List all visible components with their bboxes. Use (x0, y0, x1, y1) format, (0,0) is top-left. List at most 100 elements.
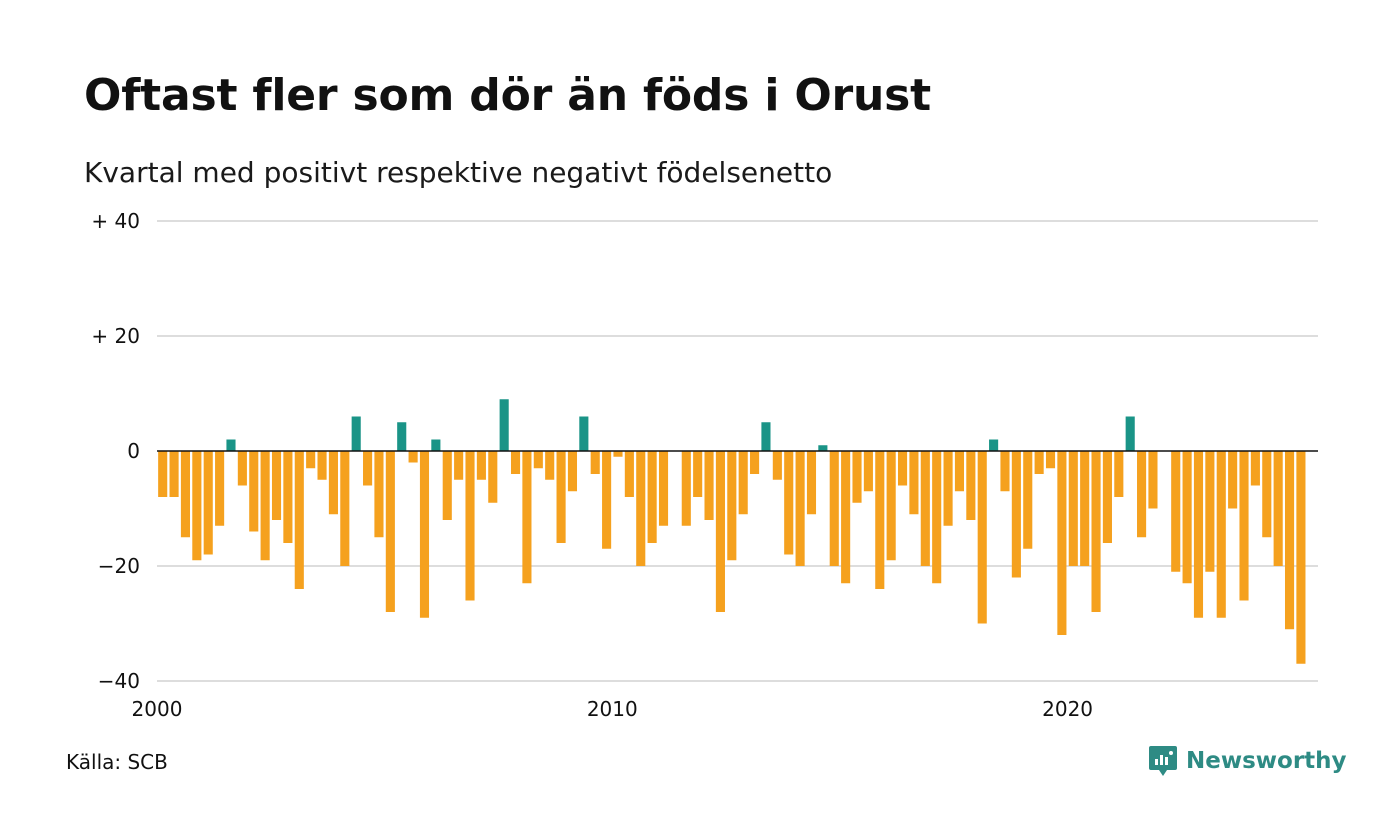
bar (932, 451, 942, 584)
bar (1193, 451, 1204, 618)
bar (1262, 451, 1272, 538)
y-tick-label: + 20 (91, 324, 140, 348)
bar (237, 451, 247, 486)
bar (886, 451, 896, 561)
bar (636, 451, 646, 566)
bar (829, 451, 839, 566)
bar (658, 451, 669, 526)
bar (1080, 451, 1090, 566)
bar (943, 451, 953, 526)
bar (499, 399, 509, 451)
source-note: Källa: SCB (66, 750, 168, 774)
bar (1182, 451, 1192, 584)
bar (1284, 451, 1295, 630)
y-axis-ticks: + 40 + 20 0 −20 −40 (91, 209, 140, 693)
bar (1102, 451, 1112, 543)
newsworthy-logo-icon (1149, 746, 1177, 776)
bar (693, 451, 703, 497)
bar (761, 422, 771, 451)
bar (806, 451, 817, 515)
gridlines (157, 220, 1318, 682)
bar (1296, 451, 1306, 664)
bar (385, 451, 395, 612)
bar (488, 451, 498, 503)
bar (454, 451, 464, 480)
brand-logo: Newsworthy (1148, 744, 1347, 778)
bar (397, 422, 407, 451)
y-tick-label: −20 (98, 554, 140, 578)
bar (784, 451, 794, 555)
bar (545, 451, 555, 480)
bar (613, 451, 623, 457)
bar (920, 451, 930, 566)
bar (1011, 451, 1021, 578)
bar (374, 451, 384, 538)
bar (704, 451, 714, 520)
bar (1057, 451, 1067, 635)
bar (579, 416, 589, 451)
bar (203, 451, 213, 555)
bar (1034, 451, 1044, 474)
y-tick-label: 0 (127, 439, 140, 463)
bar (419, 451, 430, 618)
bar (1091, 451, 1101, 612)
bar (772, 451, 782, 480)
bar (1114, 451, 1124, 497)
bar (1205, 451, 1215, 572)
bar (1125, 416, 1135, 451)
bar (1148, 451, 1158, 509)
bar (363, 451, 373, 486)
bar (875, 451, 885, 589)
bar (522, 451, 532, 584)
x-tick-label: 2000 (132, 697, 183, 721)
chart-subtitle: Kvartal med positivt respektive negativt… (84, 156, 833, 189)
x-axis-ticks: 2000 2010 2020 (132, 697, 1093, 721)
bar (1137, 451, 1147, 538)
bar (1068, 451, 1078, 566)
bar (750, 451, 760, 474)
bar (1000, 451, 1010, 492)
bar (681, 451, 691, 526)
bar (989, 439, 999, 451)
bar (283, 451, 293, 543)
bar (408, 451, 418, 463)
bar (431, 439, 441, 451)
bar (169, 451, 179, 497)
bar (977, 451, 987, 624)
bar (966, 451, 976, 520)
bar (510, 451, 521, 474)
bar (249, 451, 259, 532)
bar (567, 451, 578, 492)
bar (442, 451, 452, 520)
bar (271, 451, 282, 520)
bar (715, 451, 725, 612)
bar (590, 451, 600, 474)
brand-name: Newsworthy (1186, 748, 1347, 774)
bar (465, 451, 475, 601)
chart-title: Oftast fler som dör än föds i Orust (84, 70, 931, 121)
bar (1239, 451, 1249, 601)
bar (841, 451, 851, 584)
y-tick-label: −40 (98, 669, 140, 693)
bar (954, 451, 965, 492)
bar (795, 451, 805, 566)
bar (1216, 451, 1226, 618)
bar (897, 451, 908, 486)
bar (192, 451, 202, 561)
bar (1171, 451, 1181, 572)
bar (1273, 451, 1283, 566)
bars (158, 399, 1306, 664)
bar (215, 451, 225, 526)
bar (533, 451, 543, 469)
x-tick-label: 2020 (1042, 697, 1093, 721)
bar (1228, 451, 1238, 509)
bar (863, 451, 873, 492)
bar (294, 451, 304, 589)
bar (306, 451, 316, 469)
bar (624, 451, 634, 497)
bar (158, 451, 168, 497)
bar (647, 451, 657, 543)
bar (340, 451, 350, 566)
bar (556, 451, 566, 543)
